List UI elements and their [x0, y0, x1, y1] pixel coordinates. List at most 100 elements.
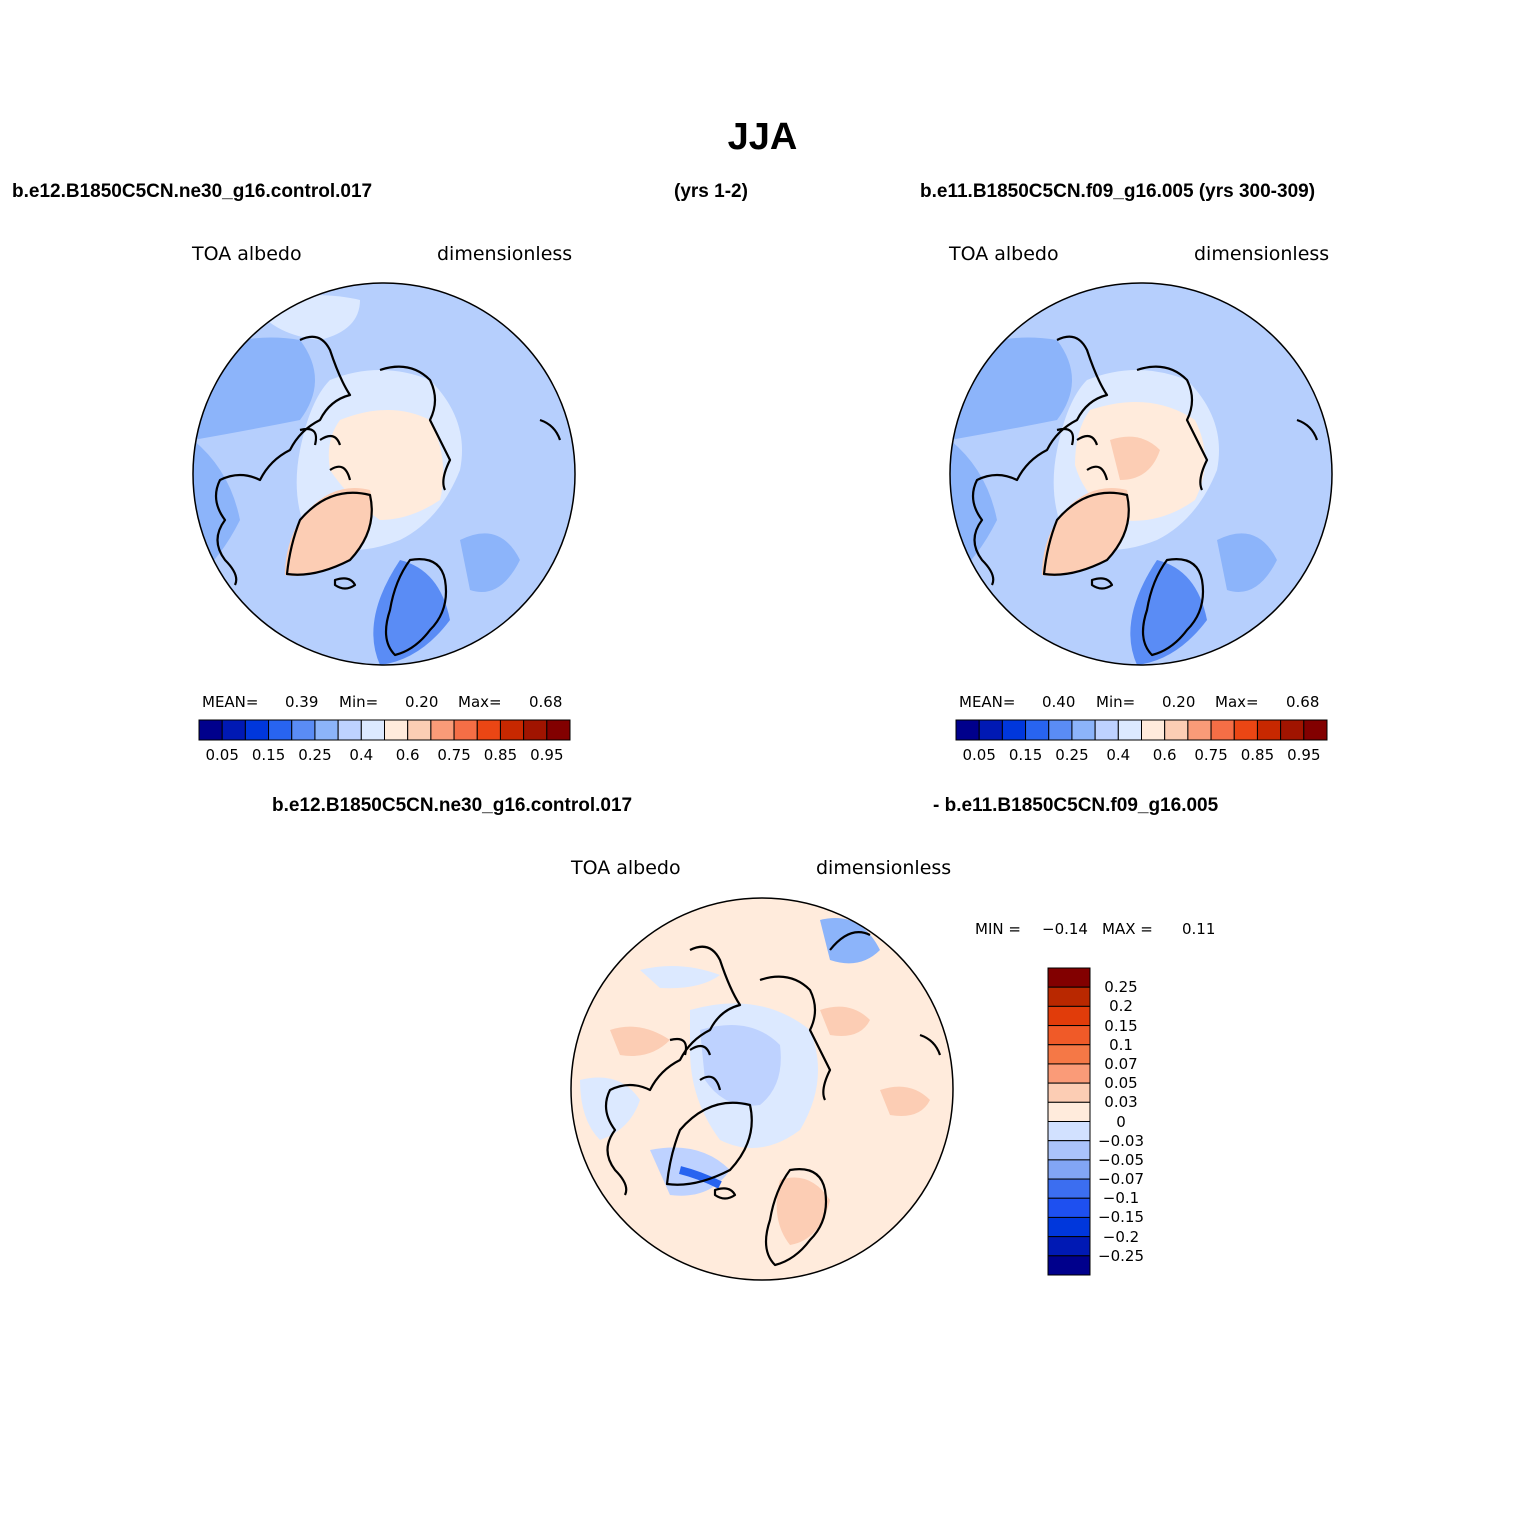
colorbar-swatch: [1164, 719, 1189, 741]
colorbar-tick-label: 0.75: [437, 746, 471, 764]
panel1-max-label: Max=: [458, 693, 502, 711]
colorbar-swatch: [1187, 719, 1212, 741]
panel2-units: dimensionless: [1194, 243, 1330, 265]
colorbar-swatch: [1047, 967, 1091, 988]
colorbar-swatch: [1047, 1216, 1091, 1238]
colorbar-swatch: [291, 719, 316, 741]
colorbar-tick-label: 0.75: [1194, 746, 1228, 764]
colorbar-tick-label: 0.95: [1287, 746, 1321, 764]
panel2-mean-label: MEAN=: [959, 693, 1016, 711]
panel1-mean: 0.39: [285, 693, 319, 711]
colorbar-swatch: [268, 719, 293, 741]
panel1-min: 0.20: [405, 693, 439, 711]
colorbar-tick-label: 0.25: [1055, 746, 1089, 764]
case1-title: b.e12.B1850C5CN.ne30_g16.control.017: [12, 181, 373, 202]
map-panel3: [570, 897, 954, 1281]
colorbar-tick-label: −0.2: [1102, 1227, 1140, 1246]
colorbar-swatch: [1303, 719, 1328, 741]
colorbar-swatch: [1001, 719, 1027, 741]
panel1-variable: TOA albedo: [192, 243, 302, 265]
panel2-min: 0.20: [1162, 693, 1196, 711]
colorbar-panel3: [1047, 967, 1091, 1276]
colorbar-swatch: [1047, 1140, 1091, 1161]
colorbar-swatch: [1047, 1044, 1091, 1065]
panel1-mean-label: MEAN=: [202, 693, 259, 711]
colorbar-swatch: [407, 719, 432, 741]
panel1-min-label: Min=: [339, 693, 379, 711]
colorbar-tick-label: 0.25: [1104, 978, 1138, 997]
colorbar-swatch: [198, 719, 223, 741]
map-panel1: [192, 282, 576, 666]
colorbar-swatch: [453, 719, 478, 741]
diff-title-right: - b.e11.B1850C5CN.f09_g16.005: [933, 795, 1219, 816]
colorbar-swatch: [337, 719, 362, 741]
colorbar-swatch: [499, 719, 525, 741]
panel3-units: dimensionless: [816, 857, 952, 879]
colorbar-swatch: [430, 719, 455, 741]
colorbar-tick-label: 0.6: [1152, 746, 1177, 764]
colorbar-swatch: [523, 719, 548, 741]
colorbar-swatch: [1256, 719, 1282, 741]
panel3-max-label: MAX =: [1102, 920, 1153, 938]
colorbar-tick-label: 0.2: [1109, 997, 1133, 1016]
colorbar-swatch: [1094, 719, 1119, 741]
colorbar-tick-label: 0.15: [251, 746, 286, 764]
colorbar-swatch: [1233, 719, 1258, 741]
colorbar-swatch: [1047, 1236, 1091, 1257]
colorbar-tick-label: 0.6: [395, 746, 420, 764]
colorbar-tick-label: 0.03: [1104, 1093, 1138, 1112]
colorbar-tick-label: −0.25: [1098, 1246, 1144, 1265]
colorbar-swatch: [1048, 719, 1073, 741]
colorbar-tick-label: 0.85: [483, 746, 518, 764]
colorbar-swatch: [1117, 719, 1142, 741]
colorbar-tick-label: 0.1: [1109, 1035, 1133, 1054]
panel3-min: −0.14: [1042, 920, 1088, 938]
colorbar-swatch: [546, 719, 571, 741]
colorbar-swatch: [1047, 1082, 1091, 1103]
colorbar-tick-label: 0.85: [1240, 746, 1275, 764]
colorbar-tick-label: 0.4: [349, 746, 374, 764]
colorbar-tick-label: −0.07: [1098, 1170, 1144, 1189]
colorbar-tick-label: 0: [1116, 1112, 1126, 1131]
colorbar-tick-label: 0.4: [1106, 746, 1131, 764]
panel3-variable: TOA albedo: [571, 857, 681, 879]
page-title: JJA: [727, 116, 798, 158]
panel1-max: 0.68: [529, 693, 563, 711]
colorbar-swatch: [360, 719, 385, 741]
colorbar-swatch: [476, 719, 501, 741]
colorbar-swatch: [1047, 1159, 1091, 1180]
colorbar-tick-label: −0.05: [1098, 1150, 1144, 1169]
colorbar-swatch: [1047, 1005, 1091, 1027]
colorbar-tick-label: −0.03: [1098, 1131, 1144, 1150]
colorbar-swatch: [314, 719, 339, 741]
colorbar-swatch: [955, 719, 980, 741]
panel2-variable: TOA albedo: [949, 243, 1059, 265]
colorbar-tick-label: −0.15: [1098, 1208, 1144, 1227]
panel1-units: dimensionless: [437, 243, 573, 265]
colorbar-panel1: [198, 719, 571, 741]
colorbar-swatch: [1047, 1063, 1091, 1084]
colorbar-swatch: [1047, 1121, 1091, 1142]
panel2-min-label: Min=: [1096, 693, 1136, 711]
colorbar-tick-label: 0.07: [1104, 1054, 1138, 1073]
panel2-max: 0.68: [1286, 693, 1320, 711]
colorbar-swatch: [221, 719, 246, 741]
panel3-max: 0.11: [1182, 920, 1216, 938]
colorbar-swatch: [1025, 719, 1050, 741]
colorbar-tick-label: 0.15: [1104, 1016, 1138, 1035]
colorbar-swatch: [1280, 719, 1305, 741]
panel2-max-label: Max=: [1215, 693, 1259, 711]
colorbar-swatch: [978, 719, 1003, 741]
colorbar-swatch: [1047, 986, 1091, 1007]
colorbar-panel2: [955, 719, 1328, 741]
colorbar-swatch: [1047, 1178, 1091, 1199]
case2-title: b.e11.B1850C5CN.f09_g16.005 (yrs 300-309…: [920, 181, 1316, 202]
panel2-mean: 0.40: [1042, 693, 1076, 711]
colorbar-swatch: [1071, 719, 1096, 741]
colorbar-tick-label: 0.15: [1008, 746, 1043, 764]
colorbar-tick-label: 0.25: [298, 746, 332, 764]
map-panel2: [949, 282, 1333, 666]
colorbar-swatch: [1047, 1197, 1091, 1218]
diff-title-left: b.e12.B1850C5CN.ne30_g16.control.017: [272, 795, 633, 816]
